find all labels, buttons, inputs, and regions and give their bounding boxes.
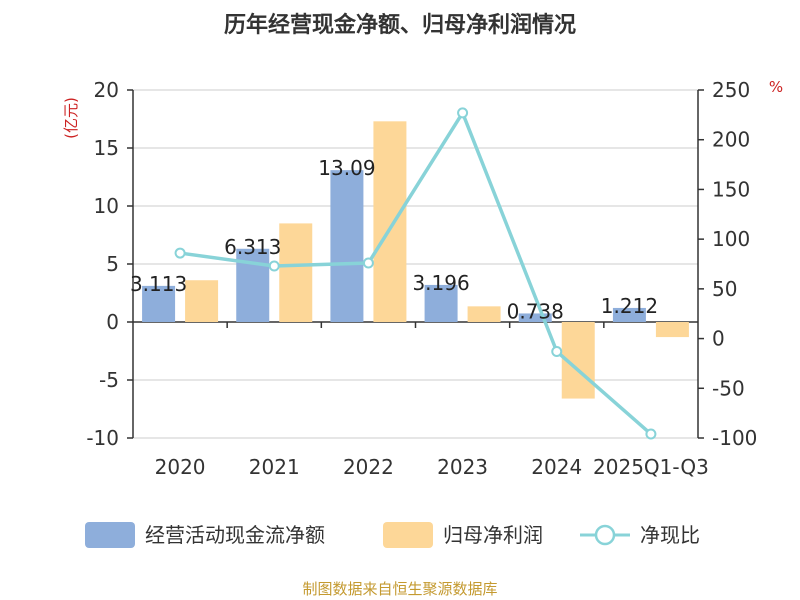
right-tick-label: 0 [712, 327, 725, 351]
left-tick-label: -5 [99, 368, 119, 392]
ratio-point [645, 428, 657, 440]
data-label-cash-flow: 1.212 [601, 294, 658, 318]
left-tick-label: -10 [86, 426, 119, 450]
bar-net-profit [467, 306, 501, 322]
bars [142, 121, 689, 399]
source-note: 制图数据来自恒生聚源数据库 [302, 580, 497, 598]
bar-net-profit [279, 223, 313, 322]
bar-cash-flow [330, 170, 364, 322]
bar-cash-flow [612, 307, 646, 322]
legend: 经营活动现金流净额 归母净利润 净现比 [85, 522, 700, 548]
ratio-point [174, 247, 186, 259]
ratio-point [362, 257, 374, 269]
left-tick-label: 15 [94, 136, 119, 160]
grid [133, 89, 698, 439]
legend-label-cash-flow: 经营活动现金流净额 [145, 523, 325, 547]
right-tick-label: 150 [712, 177, 750, 201]
x-tick-label: 2025Q1-Q3 [593, 455, 709, 479]
left-tick-label: 0 [106, 310, 119, 334]
bar-cash-flow [518, 313, 552, 322]
legend-swatch-net-profit [383, 522, 433, 548]
bar-cash-flow [142, 285, 176, 322]
data-label-cash-flow: 13.09 [318, 156, 375, 180]
legend-swatch-cash-flow [85, 522, 135, 548]
data-label-cash-flow: 6.313 [224, 235, 281, 259]
ratio-point [268, 260, 280, 272]
left-tick-label: 20 [94, 78, 119, 102]
left-axis-unit: (亿元) [62, 97, 80, 139]
right-tick-label: 100 [712, 227, 750, 251]
x-tick-label: 2020 [155, 455, 206, 479]
bar-cash-flow [424, 284, 458, 322]
data-label-cash-flow: 3.113 [130, 272, 187, 296]
ratio-line [174, 107, 657, 440]
bar-net-profit [655, 322, 689, 338]
x-tick-label: 2021 [249, 455, 300, 479]
right-tick-label: 250 [712, 78, 750, 102]
legend-label-net-profit: 归母净利润 [443, 523, 543, 547]
ratio-line-path [179, 109, 653, 436]
right-tick-label: 200 [712, 128, 750, 152]
right-axis-unit: % [769, 78, 783, 96]
bar-net-profit [373, 121, 407, 322]
ratio-point [457, 107, 469, 119]
left-tick-label: 10 [94, 194, 119, 218]
ratio-point [551, 345, 563, 357]
chart-title: 历年经营现金净额、归母净利润情况 [224, 12, 576, 38]
right-tick-label: -100 [712, 426, 757, 450]
data-label-cash-flow: 3.196 [412, 271, 469, 295]
legend-marker-ratio [594, 524, 616, 546]
left-tick-label: 5 [106, 252, 119, 276]
bar-net-profit [185, 280, 219, 322]
right-tick-label: 50 [712, 277, 737, 301]
legend-label-ratio: 净现比 [640, 523, 700, 547]
data-label-cash-flow: 0.738 [507, 299, 564, 323]
right-tick-label: -50 [712, 376, 745, 400]
x-tick-label: 2024 [531, 455, 582, 479]
x-tick-label: 2023 [437, 455, 488, 479]
data-labels: 3.113 6.313 13.09 3.196 0.738 1.212 [130, 156, 658, 323]
x-tick-label: 2022 [343, 455, 394, 479]
